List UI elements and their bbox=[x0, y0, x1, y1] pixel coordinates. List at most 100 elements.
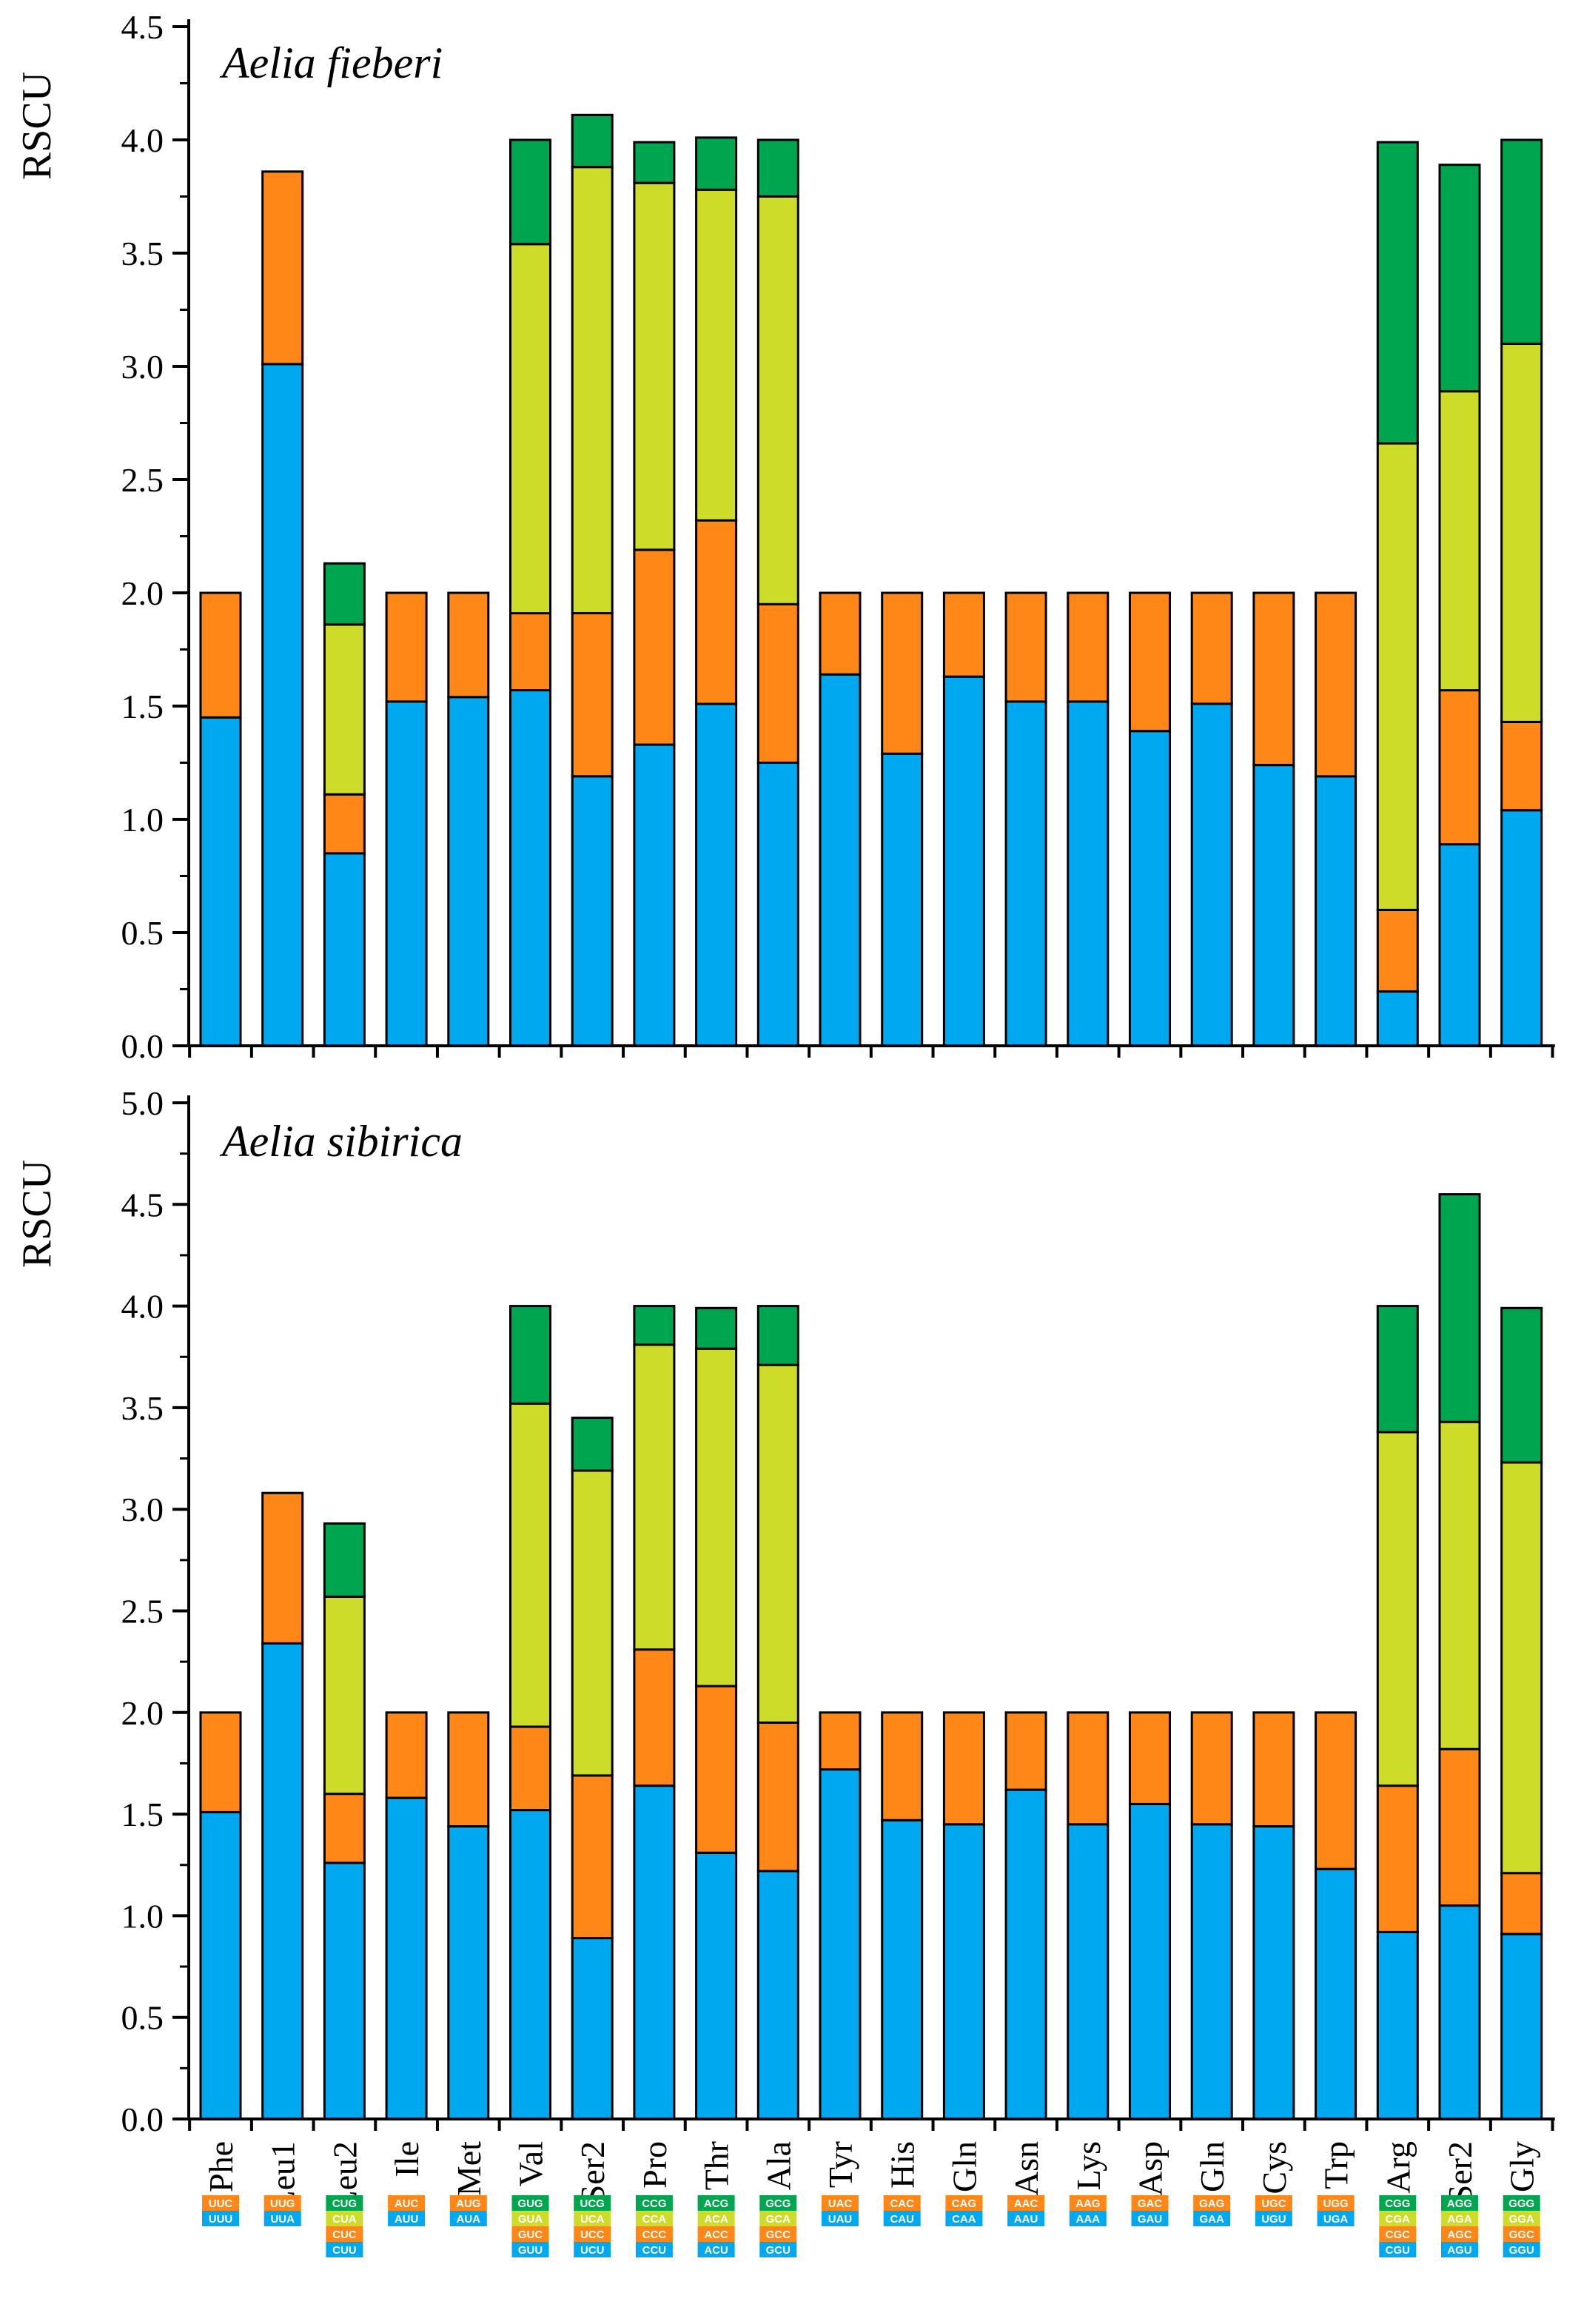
bar-gln-2 bbox=[942, 1711, 985, 1826]
codon-box bbox=[511, 2242, 549, 2257]
bar-leu2-4 bbox=[323, 1522, 366, 1598]
codon-label: AUU bbox=[395, 2213, 419, 2226]
codon-label: UGG bbox=[1323, 2197, 1349, 2210]
codon-box bbox=[326, 2242, 363, 2257]
bar-ser2-4 bbox=[1438, 1193, 1481, 1423]
x-tick-label: Ala bbox=[759, 2141, 797, 2190]
bar-gln-2 bbox=[1190, 591, 1233, 705]
bar-arg-1 bbox=[1376, 1930, 1419, 2120]
y-tick-label: 4.0 bbox=[121, 121, 164, 159]
bar-ser2-2 bbox=[571, 1774, 614, 1940]
bar-cys-1 bbox=[1252, 764, 1295, 1047]
bar-asn-1 bbox=[1004, 700, 1047, 1047]
codon-legend-18: UGC UGU bbox=[1255, 2195, 1292, 2226]
x-tick-label: Gln bbox=[945, 2141, 983, 2192]
y-tick-label: 4.5 bbox=[121, 8, 164, 46]
codon-box bbox=[883, 2195, 921, 2211]
codon-label: CGC bbox=[1386, 2229, 1411, 2241]
bar-gln-2 bbox=[1190, 1711, 1233, 1826]
y-tick-label: 0.5 bbox=[121, 914, 164, 952]
codon-box bbox=[1317, 2211, 1355, 2226]
codon-label: ACC bbox=[704, 2229, 728, 2241]
y-axis-title: RSCU bbox=[14, 72, 60, 180]
bar-gly-3 bbox=[1500, 342, 1543, 723]
codon-box bbox=[1131, 2195, 1169, 2211]
codon-box bbox=[388, 2195, 426, 2211]
codon-label: GGG bbox=[1508, 2197, 1534, 2210]
bar-val-3 bbox=[509, 243, 551, 615]
bar-gly-4 bbox=[1500, 1306, 1543, 1464]
y-tick-label: 1.5 bbox=[121, 688, 164, 725]
bar-pro-4 bbox=[633, 1305, 676, 1346]
bar-thr-4 bbox=[695, 136, 738, 191]
codon-box bbox=[822, 2211, 859, 2226]
bar-ile-1 bbox=[385, 1796, 428, 2120]
codon-legend-7: UCG UCA UCC UCU bbox=[574, 2195, 611, 2257]
codon-legend-2: UUG UUA bbox=[264, 2195, 301, 2226]
y-tick-label: 3.5 bbox=[121, 235, 164, 272]
codon-label: GCG bbox=[765, 2197, 790, 2210]
codon-label: CGG bbox=[1385, 2197, 1410, 2210]
codon-box bbox=[574, 2195, 611, 2211]
codon-label: GGU bbox=[1509, 2244, 1534, 2257]
bar-ala-3 bbox=[756, 1363, 799, 1724]
bar-leu2-2 bbox=[323, 793, 366, 855]
bar-leu2-1 bbox=[323, 852, 366, 1047]
codon-label: UGU bbox=[1261, 2213, 1286, 2226]
bar-arg-2 bbox=[1376, 1784, 1419, 1933]
codon-label: ACA bbox=[704, 2213, 728, 2226]
codon-label: GCC bbox=[766, 2229, 791, 2241]
bar-leu2-2 bbox=[323, 1793, 366, 1864]
codon-label: GAG bbox=[1199, 2197, 1224, 2210]
codon-label: GAC bbox=[1138, 2197, 1163, 2210]
bar-gly-3 bbox=[1500, 1461, 1543, 1875]
x-tick-label: Gln bbox=[1193, 2141, 1231, 2192]
panel-1: RSCU Aelia fieberi 0.0 0.5 1.0 1.5 2.0 2.5 3.0 3.… bbox=[14, 8, 1555, 1065]
codon-box bbox=[264, 2195, 301, 2211]
bar-phe-1 bbox=[199, 1810, 242, 2120]
codon-label: CCG bbox=[642, 2197, 666, 2210]
x-tick-label: Ile bbox=[388, 2141, 426, 2177]
codon-label: GCU bbox=[766, 2244, 790, 2257]
bar-gln-1 bbox=[942, 675, 985, 1047]
codon-label: AAG bbox=[1075, 2197, 1100, 2210]
codon-box bbox=[1193, 2195, 1231, 2211]
bar-lys-1 bbox=[1067, 700, 1110, 1047]
x-tick-label: Met bbox=[450, 2141, 488, 2196]
codon-label: CCC bbox=[642, 2229, 667, 2241]
bar-arg-2 bbox=[1376, 908, 1419, 993]
bar-leu2-3 bbox=[323, 623, 366, 796]
bar-ser2-2 bbox=[1438, 1747, 1481, 1907]
x-tick-label: Asn bbox=[1007, 2141, 1045, 2196]
codon-box bbox=[511, 2195, 549, 2211]
codon-label: UUC bbox=[209, 2197, 233, 2210]
bar-val-4 bbox=[509, 138, 551, 246]
codon-box bbox=[1255, 2211, 1292, 2226]
bar-tyr-1 bbox=[819, 673, 862, 1047]
bar-ser2-3 bbox=[571, 166, 614, 614]
bar-ala-1 bbox=[756, 1870, 799, 2120]
codon-box bbox=[945, 2195, 983, 2211]
y-tick-label: 5.0 bbox=[121, 1084, 164, 1122]
bar-arg-4 bbox=[1376, 1305, 1419, 1434]
codon-label: CUC bbox=[332, 2229, 357, 2241]
codon-label: ACG bbox=[704, 2197, 728, 2210]
bar-asp-1 bbox=[1129, 1802, 1171, 2120]
bar-cys-1 bbox=[1252, 1825, 1295, 2120]
codon-label: UUG bbox=[270, 2197, 295, 2210]
bar-leu1-1 bbox=[261, 1642, 304, 2120]
chart-title: Aelia sibirica bbox=[219, 1117, 463, 1166]
y-tick-label: 0.5 bbox=[121, 1999, 164, 2037]
x-tick-label: Phe bbox=[202, 2141, 240, 2192]
codon-box bbox=[1503, 2211, 1540, 2226]
bar-met-2 bbox=[447, 591, 490, 699]
codon-legend-5: AUG AUA bbox=[449, 2195, 487, 2226]
codon-box bbox=[574, 2226, 611, 2242]
codon-label: CAC bbox=[890, 2197, 914, 2210]
x-tick-label: Ser2 bbox=[1441, 2141, 1479, 2203]
codon-legend-14: AAC AAU bbox=[1007, 2195, 1045, 2226]
y-tick-label: 3.0 bbox=[121, 348, 164, 386]
x-tick-label: Lys bbox=[1070, 2141, 1107, 2190]
bar-val-1 bbox=[509, 1809, 551, 2120]
